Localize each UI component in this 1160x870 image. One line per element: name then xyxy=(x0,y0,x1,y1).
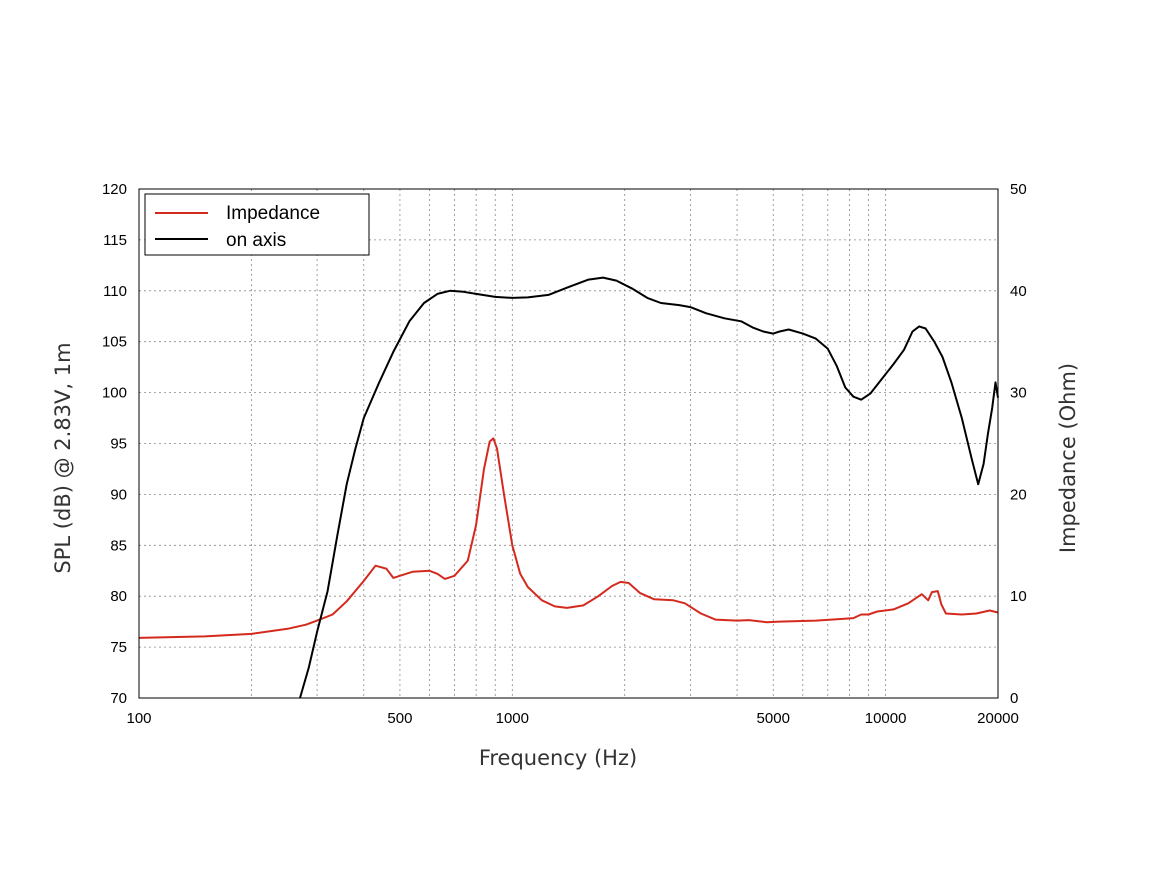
plot-frame xyxy=(138,188,999,699)
y2-tick-label: 50 xyxy=(1010,181,1027,198)
y-tick-label: 115 xyxy=(103,232,127,249)
y-axis-title: SPL (dB) @ 2.83V, 1m xyxy=(51,342,75,573)
x-tick-label: 20000 xyxy=(977,710,1019,727)
y2-tick-label: 10 xyxy=(1010,588,1027,605)
x-tick-label: 500 xyxy=(387,710,412,727)
plot-series xyxy=(138,276,999,699)
x-tick-label: 10000 xyxy=(865,710,907,727)
legend-label-impedance: Impedance xyxy=(226,203,320,224)
series-line-impedance xyxy=(138,437,999,639)
legend-box xyxy=(144,193,370,256)
y2-tick-label: 20 xyxy=(1010,486,1027,503)
grid xyxy=(139,189,998,698)
y-tick-label: 95 xyxy=(110,436,127,453)
legend: Impedance on axis xyxy=(144,193,370,256)
series-line-on-axis xyxy=(299,276,999,699)
y-tick-label: 80 xyxy=(110,588,127,605)
y-tick-label: 75 xyxy=(110,639,127,656)
y-tick-label: 110 xyxy=(103,283,127,300)
y-tick-label: 70 xyxy=(110,690,127,707)
y2-tick-label: 30 xyxy=(1010,385,1027,402)
y-tick-label: 105 xyxy=(102,334,127,351)
x-axis-title: Frequency (Hz) xyxy=(479,746,637,770)
legend-label-on-axis: on axis xyxy=(226,230,286,251)
y-tick-label: 85 xyxy=(110,537,127,554)
x-tick-label: 100 xyxy=(126,710,151,727)
y2-tick-label: 0 xyxy=(1010,690,1018,707)
y2-axis-title: Impedance (Ohm) xyxy=(1056,363,1080,553)
tick-labels: 100 500 1000 5000 10000 200007075808590951001… xyxy=(102,181,1027,727)
x-tick-label: 1000 xyxy=(496,710,529,727)
y-tick-label: 90 xyxy=(110,486,127,503)
y-tick-label: 100 xyxy=(102,385,127,402)
y-tick-label: 120 xyxy=(102,181,127,198)
x-tick-label: 5000 xyxy=(757,710,790,727)
y2-tick-label: 40 xyxy=(1010,283,1027,300)
